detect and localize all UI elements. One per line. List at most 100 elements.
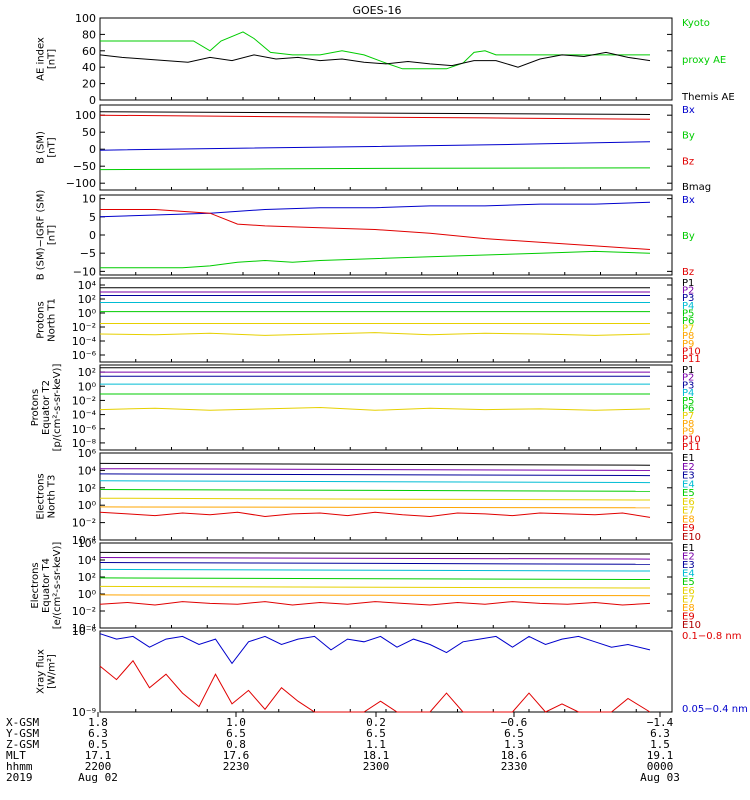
legend-entry: E2 <box>682 462 695 473</box>
orbit-value: 6.3 <box>650 727 670 740</box>
y-tick-label: 10⁻⁹ <box>72 706 96 719</box>
y-tick-label: 10⁻⁶ <box>72 423 97 436</box>
y-tick-label: 60 <box>82 45 96 58</box>
series-line <box>99 659 651 713</box>
y-axis-label-line: North T1 <box>47 298 58 342</box>
y-tick-label: 10² <box>78 571 96 584</box>
orbit-row-label: Y-GSM <box>6 727 39 740</box>
legend-entry: P8 <box>682 331 694 342</box>
legend-entry: P6 <box>682 404 694 415</box>
orbit-row-label: 2019 <box>6 771 33 784</box>
y-tick-label: −10 <box>73 265 96 278</box>
panel-frame <box>99 630 673 713</box>
legend-entry: By <box>682 131 695 142</box>
legend-entry: Bz <box>682 156 694 167</box>
y-tick-label: 10⁻² <box>72 394 96 407</box>
series-line <box>99 114 651 120</box>
legend-entry: E8 <box>682 514 695 525</box>
y-axis-label-line: Electrons <box>36 473 47 519</box>
series-line <box>99 506 651 509</box>
y-axis-label-line: [nT] <box>47 225 58 245</box>
series-line <box>99 468 651 471</box>
y-tick-label: 40 <box>82 61 96 74</box>
orbit-value: 0.8 <box>226 738 246 751</box>
legend-entry: P9 <box>682 427 694 438</box>
series-line <box>99 141 651 151</box>
legend-entry: Bz <box>682 267 694 278</box>
orbit-value: 1.5 <box>650 738 670 751</box>
y-axis-label-line: AE index <box>36 37 47 81</box>
series-line <box>99 201 651 218</box>
orbit-row-label: MLT <box>6 749 26 762</box>
y-tick-label: 10⁻⁴ <box>72 409 97 422</box>
series-line <box>100 209 651 250</box>
series-line <box>99 111 651 115</box>
legend-entry: E7 <box>682 506 695 517</box>
y-axis-label: Protons Equator T2 [p/(cm²-s-sr-keV)] <box>30 364 63 452</box>
legend-entry: P5 <box>682 396 694 407</box>
legend-entry: proxy AE <box>682 55 726 66</box>
panel-1: 0 20 40 60 80 100 AE index [nT] Kyoto proxy AE The… <box>36 12 735 107</box>
orbit-row-label: X-GSM <box>6 716 39 729</box>
legend-entry: E6 <box>682 497 695 508</box>
y-tick-label: 0 <box>89 143 96 156</box>
legend-entry: P2 <box>682 286 694 297</box>
legend-entry: E7 <box>682 594 695 605</box>
legend-entry: E6 <box>682 586 695 597</box>
legend-entry: P2 <box>682 373 694 384</box>
orbit-value: 1.8 <box>88 716 108 729</box>
legend-entry: P3 <box>682 293 694 304</box>
orbit-value: 2300 <box>363 760 390 773</box>
series-line <box>99 585 651 589</box>
orbit-row-label: Z-GSM <box>6 738 39 751</box>
y-tick-label: −50 <box>73 160 96 173</box>
y-axis-label-line: [W/m²] <box>47 654 58 689</box>
legend-entry: E3 <box>682 471 695 482</box>
y-tick-label: 10⁶ <box>78 537 97 550</box>
orbit-value: 2230 <box>223 760 250 773</box>
legend-entry: P4 <box>682 388 694 399</box>
orbit-value: 1.3 <box>504 738 524 751</box>
y-axis-label-line: Xray flux <box>36 649 47 694</box>
y-axis-label: AE index [nT] <box>36 37 58 81</box>
y-tick-label: 10⁰ <box>78 380 97 393</box>
legend-entry: P7 <box>682 324 694 335</box>
legend-entry: By <box>682 231 695 242</box>
y-tick-label: 10⁴ <box>78 279 97 292</box>
y-tick-label: 10⁻⁶ <box>72 349 97 362</box>
legend-entry: P1 <box>682 278 694 289</box>
y-tick-label: 10⁴ <box>78 464 97 477</box>
series-line <box>99 568 651 572</box>
legend-entry: Bx <box>682 195 695 206</box>
orbit-value: 17.1 <box>85 749 112 762</box>
series-line <box>99 562 651 565</box>
y-tick-label: 10⁰ <box>78 307 97 320</box>
y-tick-label: 10² <box>78 366 96 379</box>
y-axis-label: Electrons North T3 <box>36 473 58 519</box>
orbit-value: 6.3 <box>88 727 108 740</box>
orbit-value: 2330 <box>501 760 528 773</box>
series-line <box>99 489 651 492</box>
plot-title: GOES-16 <box>352 4 401 17</box>
series-line <box>99 511 651 518</box>
y-tick-label: 10⁰ <box>78 499 97 512</box>
legend-entry: E5 <box>682 577 695 588</box>
orbit-value: 6.5 <box>226 727 246 740</box>
y-tick-label: 0 <box>89 94 96 107</box>
orbit-value: 17.6 <box>223 749 250 762</box>
legend-entry: P8 <box>682 419 694 430</box>
y-axis-label-line: North T3 <box>47 475 58 519</box>
series-line <box>99 480 651 484</box>
series-line <box>99 577 651 580</box>
y-tick-label: 10² <box>78 293 96 306</box>
y-axis-label-line: B (SM)−IGRF (SM) <box>36 190 47 281</box>
legend-entry: E1 <box>682 543 695 554</box>
y-tick-label: 0 <box>89 229 96 242</box>
legend-entry: Themis AE <box>681 92 735 103</box>
y-tick-label: 10⁻⁸ <box>72 437 97 450</box>
series-line <box>99 332 651 336</box>
legend-entry: E8 <box>682 603 695 614</box>
orbit-value: −1.4 <box>647 716 674 729</box>
legend-entry: P7 <box>682 411 694 422</box>
y-tick-label: 10⁻² <box>72 605 96 618</box>
